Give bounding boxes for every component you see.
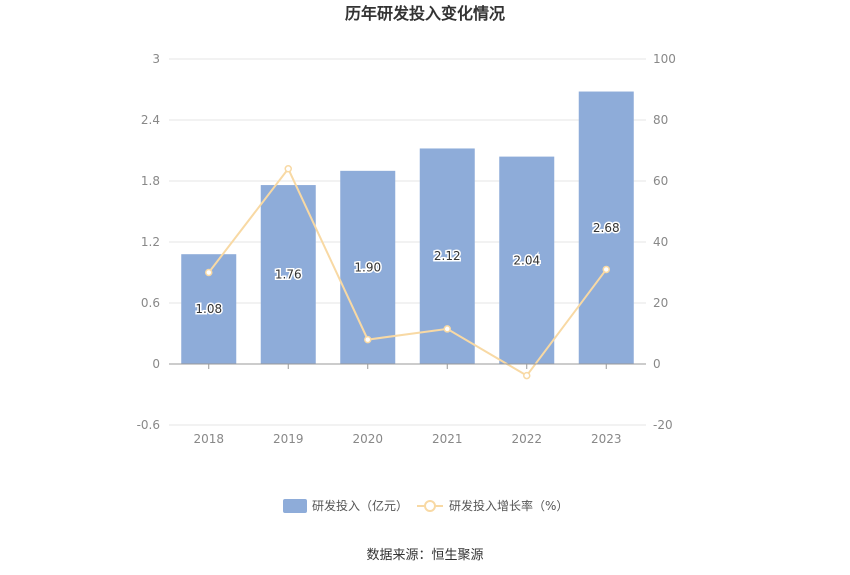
x-tick-label: 2018 [193,432,224,446]
grid-lines [169,58,646,426]
y-right-tick-label: 40 [653,235,668,249]
y-right-tick-label: 0 [653,357,661,371]
chart-title: 历年研发投入变化情况 [345,4,505,23]
y-right-tick-label: 60 [653,174,668,188]
growth-point-2023 [602,265,610,274]
growth-rate-line [207,166,608,377]
y-right-tick-label: 80 [653,113,668,127]
y-left-tick-label: 1.8 [141,174,160,188]
growth-point-2018 [205,268,213,277]
y-left-tick-label: 3 [152,52,160,66]
source-note: 数据来源：恒生聚源 [366,548,483,563]
bar-2023 [578,91,634,365]
axes: -0.6 0 0.6 1.2 1.8 2.4 3 -20 0 20 40 60 80 100 2018 201… [137,52,676,446]
bar-value-label: 2.04 [513,253,540,267]
bar-value-label: 1.90 [354,260,381,274]
y-left-tick-label: 1.2 [141,235,160,249]
x-tick-label: 2020 [352,432,383,446]
bar-labels: 1.08 1.76 1.90 2.12 2.04 2.68 [194,219,621,317]
growth-point-2020 [364,335,372,344]
line-series [205,165,610,380]
y-left-tick-label: 0 [152,357,160,371]
bar-value-label: 1.08 [195,302,222,316]
growth-point-2021 [443,325,451,333]
legend-bar-swatch [283,499,307,513]
bar-value-label: 2.12 [434,249,461,263]
legend-line-marker [424,500,436,512]
growth-point-2019 [284,165,292,173]
bar-value-label: 1.76 [275,268,302,282]
x-tick-label: 2021 [432,432,463,446]
x-tick-label: 2022 [511,432,542,446]
bar-2020 [340,170,396,364]
bar-value-label: 2.68 [593,221,620,235]
bar-2022 [499,156,555,364]
y-right-tick-label: 20 [653,296,668,310]
x-tick-label: 2019 [273,432,304,446]
legend-line-label: 研发投入增长率（%） [449,498,568,513]
bar-2019 [260,185,316,364]
y-left-tick-label: 0.6 [141,296,160,310]
x-tick-label: 2023 [591,432,622,446]
y-right-tick-label: 100 [653,52,676,66]
bar-series [181,91,634,365]
y-left-tick-label: -0.6 [137,418,160,432]
y-right-tick-label: -20 [653,418,673,432]
legend: 研发投入（亿元） 研发投入增长率（%） [283,498,568,513]
growth-point-2022 [523,371,531,380]
legend-bar-label: 研发投入（亿元） [312,498,408,513]
y-left-tick-label: 2.4 [141,113,160,127]
